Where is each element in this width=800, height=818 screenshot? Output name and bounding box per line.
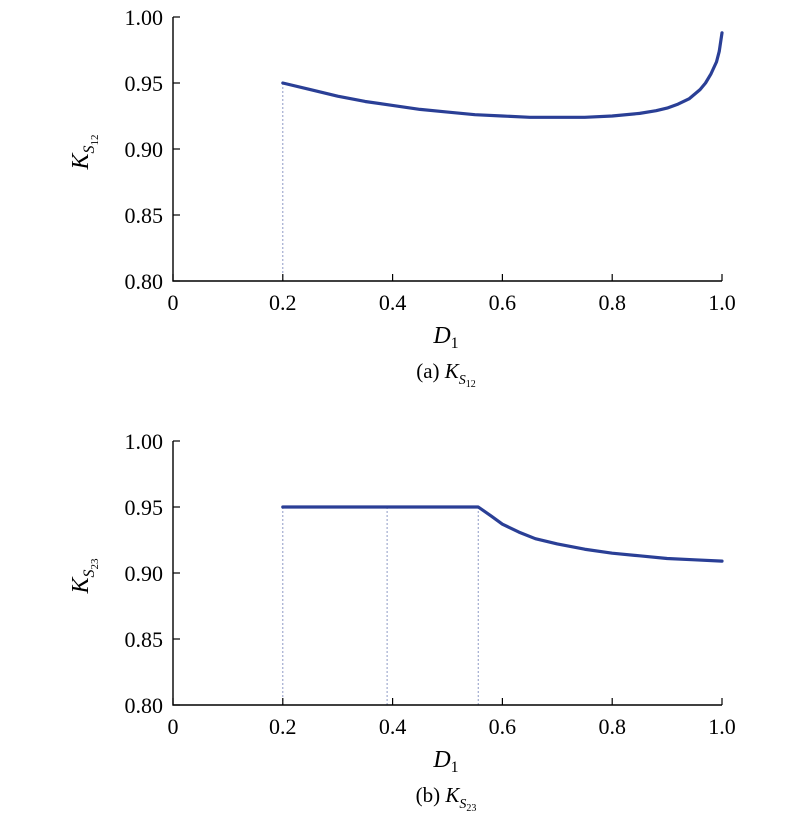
y-tick-label: 0.80 <box>125 693 164 718</box>
x-axis-label: D1 <box>432 747 458 776</box>
y-tick-label: 0.90 <box>125 561 164 586</box>
x-label-sub: 1 <box>451 335 459 352</box>
y-tick-label: 0.85 <box>125 627 164 652</box>
axes-frame <box>172 17 722 282</box>
y-axis-label: KS12 <box>68 134 101 170</box>
x-tick-label: 1.0 <box>708 290 736 315</box>
x-ticks: 0 0.2 0.4 0.6 0.8 1.0 <box>168 698 736 739</box>
x-ticks: 0 0.2 0.4 0.6 0.8 1.0 <box>168 274 736 315</box>
axes-frame <box>172 441 722 706</box>
x-tick-label: 0.2 <box>269 290 297 315</box>
caption-symbol-sub2: 23 <box>466 803 476 814</box>
y-tick-label: 0.95 <box>125 495 164 520</box>
y-ticks: 0.80 0.85 0.90 0.95 1.00 <box>125 5 180 294</box>
chart-panel-b: 0 0.2 0.4 0.6 0.8 1.0 0.800.850.900.951.00 KS… <box>68 429 736 814</box>
caption-symbol-base: K <box>444 783 460 807</box>
y-tick-label: 0.80 <box>125 269 164 294</box>
y-tick-label: 1.00 <box>125 429 164 454</box>
x-tick-label: 0.2 <box>269 714 297 739</box>
y-label-sub2: 12 <box>89 134 101 145</box>
y-tick-label: 0.90 <box>125 137 164 162</box>
series-line-ks12 <box>281 31 724 119</box>
guide-lines <box>282 507 479 705</box>
series-line-ks23 <box>281 505 724 563</box>
x-tick-label: 0 <box>168 714 179 739</box>
y-label-sub1: S <box>81 145 98 153</box>
caption-symbol-sub1: S <box>459 797 466 812</box>
chart-caption: (a) KS12 <box>416 359 476 390</box>
y-label-base: K <box>68 576 94 595</box>
y-tick-label: 0.85 <box>125 203 164 228</box>
x-label-base: D <box>432 323 450 349</box>
caption-prefix: (a) <box>416 359 445 383</box>
y-label-base: K <box>68 152 94 171</box>
x-tick-label: 0.6 <box>489 714 517 739</box>
x-tick-label: 0.4 <box>379 290 407 315</box>
chart-caption: (b) KS23 <box>416 783 477 814</box>
y-tick-label: 0.95 <box>125 71 164 96</box>
x-tick-label: 0.8 <box>598 290 626 315</box>
y-label-sub1: S <box>81 569 98 577</box>
x-label-base: D <box>432 747 450 773</box>
x-label-sub: 1 <box>451 759 459 776</box>
caption-symbol-base: K <box>444 359 460 383</box>
x-tick-label: 0 <box>168 290 179 315</box>
x-tick-label: 1.0 <box>708 714 736 739</box>
y-tick-label: 1.00 <box>125 5 164 30</box>
x-axis-label: D1 <box>432 323 458 352</box>
x-tick-label: 0.6 <box>489 290 517 315</box>
x-tick-label: 0.8 <box>598 714 626 739</box>
caption-symbol-sub2: 12 <box>466 379 476 390</box>
caption-prefix: (b) <box>416 783 446 807</box>
chart-panel-a: 0 0.2 0.4 0.6 0.8 1.0 0.800.850.900.951.00 KS… <box>68 5 736 390</box>
y-label-sub2: 23 <box>89 558 101 570</box>
caption-symbol-sub1: S <box>459 373 466 388</box>
y-ticks: 0.80 0.85 0.90 0.95 1.00 <box>125 429 180 718</box>
x-tick-label: 0.4 <box>379 714 407 739</box>
y-axis-label: KS23 <box>68 558 101 595</box>
